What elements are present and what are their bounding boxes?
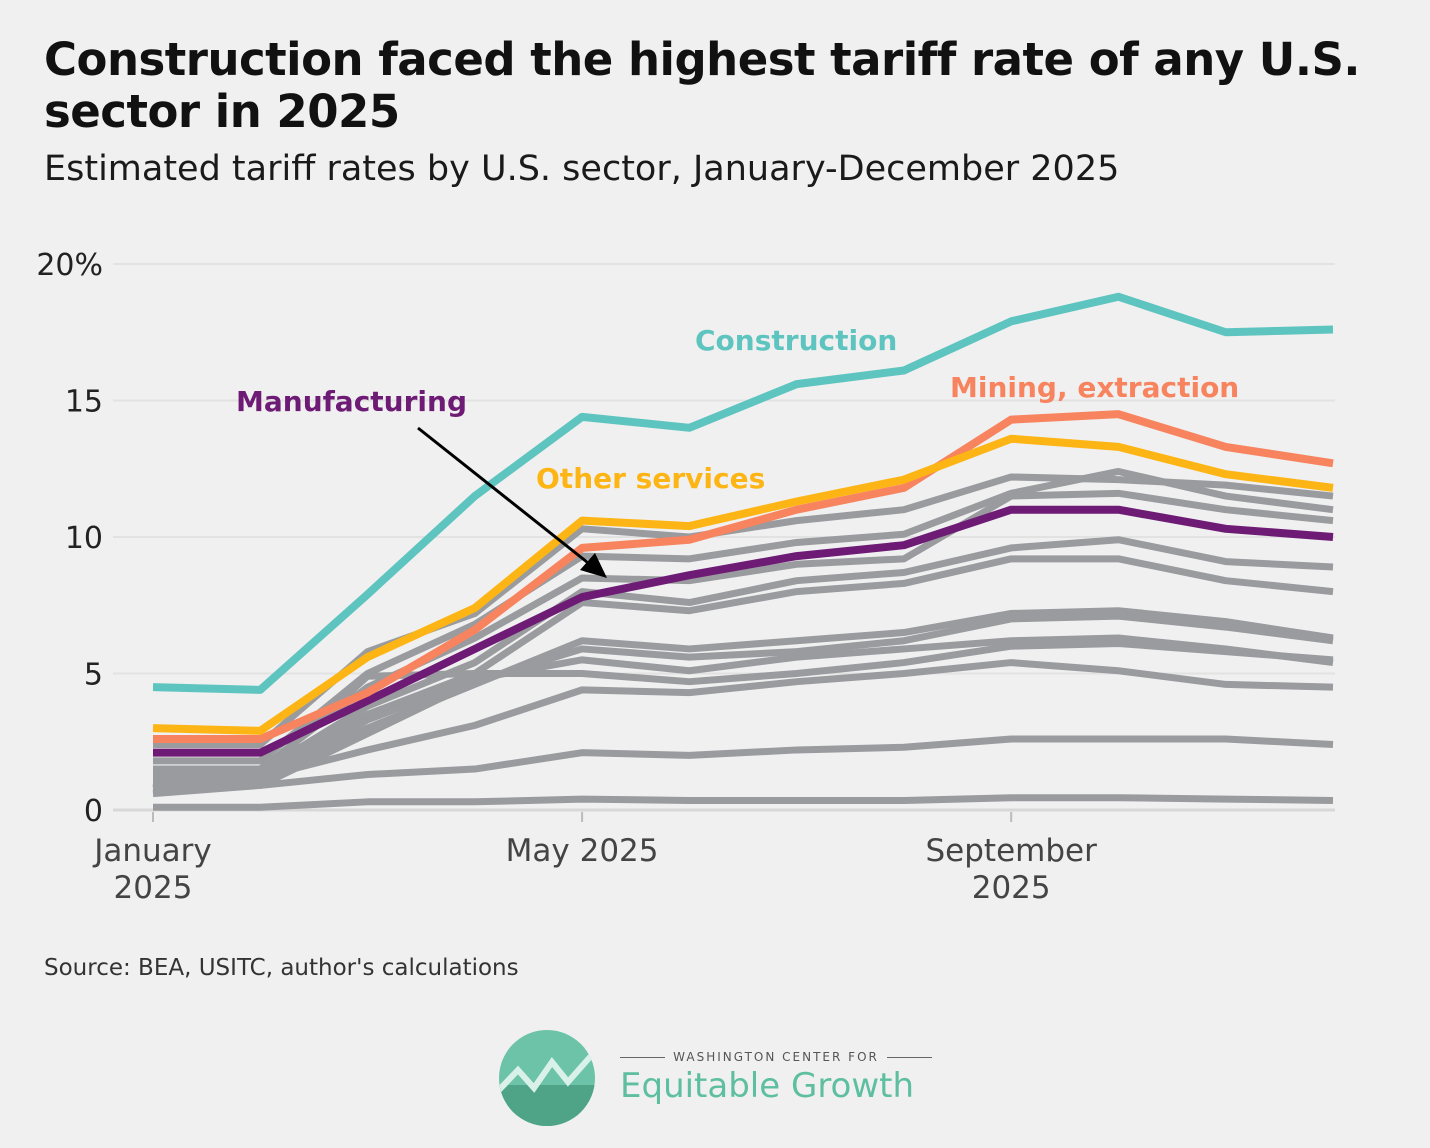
logo-top-text: WASHINGTON CENTER FOR xyxy=(620,1050,933,1064)
series-line-other xyxy=(153,607,1334,787)
logo-main-text: Equitable Growth xyxy=(620,1066,915,1106)
y-tick-label: 15 xyxy=(65,385,103,420)
label-other-services: Other services xyxy=(536,462,765,495)
y-tick-label: 5 xyxy=(84,658,103,693)
chart-subtitle: Estimated tariff rates by U.S. sector, J… xyxy=(44,149,1120,189)
x-tick-label: September xyxy=(926,833,1098,869)
x-tick-label: May 2025 xyxy=(506,833,659,869)
annotation-arrow xyxy=(417,426,607,578)
series-line-other xyxy=(153,555,1334,781)
label-mining: Mining, extraction xyxy=(950,371,1239,404)
x-tick-label: January xyxy=(92,833,212,869)
series-line-other xyxy=(153,794,1334,811)
series-line-other xyxy=(152,634,1334,792)
source-note: Source: BEA, USITC, author's calculation… xyxy=(44,955,519,981)
y-tick-label: 20% xyxy=(36,248,103,283)
logo-mark xyxy=(499,1030,595,1126)
series-line-construction xyxy=(152,292,1334,694)
x-tick-label: 2025 xyxy=(114,870,193,906)
y-tick-label: 10 xyxy=(65,521,103,556)
chart-title: Construction faced the highest tariff ra… xyxy=(44,33,1360,138)
series-line-other xyxy=(153,639,1334,779)
label-construction: Construction xyxy=(695,324,897,357)
label-manufacturing: Manufacturing xyxy=(236,385,467,418)
series-line-other xyxy=(153,536,1334,776)
series-line-other xyxy=(153,612,1334,789)
series-line-other-services xyxy=(152,434,1334,735)
series-line-mining-extraction xyxy=(153,410,1334,744)
y-tick-label: 0 xyxy=(84,794,103,829)
x-tick-label: 2025 xyxy=(972,870,1051,906)
series-line-other xyxy=(152,735,1334,798)
series-line-other xyxy=(152,659,1334,792)
series-line-manufacturing xyxy=(153,505,1334,757)
